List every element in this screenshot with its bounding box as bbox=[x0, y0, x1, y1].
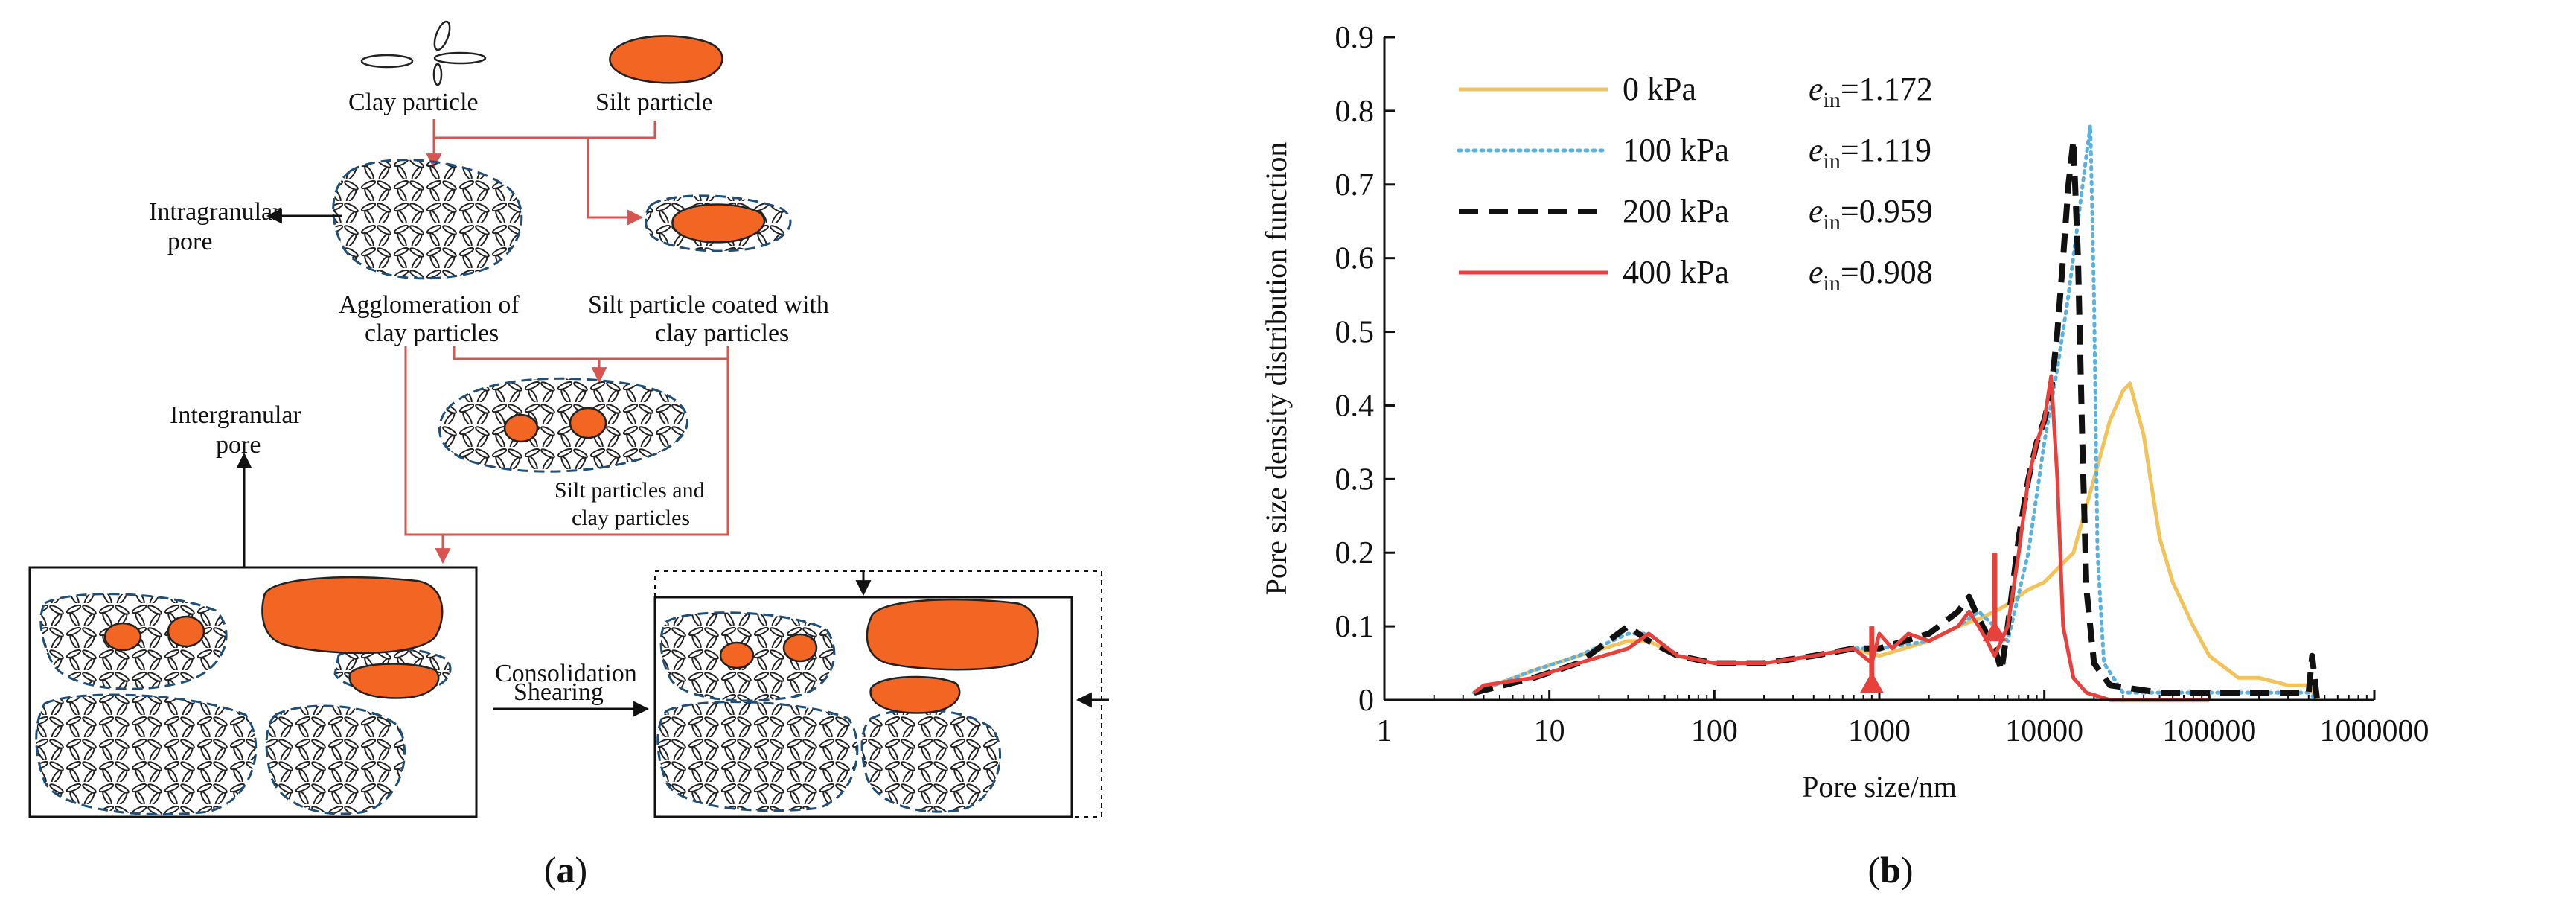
silt-particle-icon bbox=[609, 35, 723, 84]
legend-label: 400 kPa bbox=[1623, 254, 1729, 290]
silt-coated-label-2: clay particles bbox=[655, 319, 789, 347]
series-lines bbox=[1472, 124, 2321, 702]
mixed-cluster bbox=[438, 377, 688, 473]
intragranular-label-2: pore bbox=[167, 228, 212, 255]
flow-arrows-middle bbox=[404, 346, 729, 564]
x-tick-label: 10 bbox=[1534, 714, 1565, 748]
agglomeration-label-1: Agglomeration of bbox=[339, 291, 520, 319]
legend-e-value: ein=1.172 bbox=[1809, 71, 1933, 112]
y-tick-label: 0.8 bbox=[1335, 95, 1375, 129]
x-tick-label: 10000 bbox=[2005, 714, 2083, 748]
legend-e-value: ein=0.959 bbox=[1809, 193, 1933, 235]
x-tick-label: 1000000 bbox=[2320, 714, 2429, 748]
legend-e-value: ein=0.908 bbox=[1809, 254, 1933, 296]
y-tick-label: 0.7 bbox=[1335, 168, 1375, 203]
soil-box-before bbox=[28, 566, 478, 818]
intergranular-label-2: pore bbox=[216, 431, 261, 459]
y-tick-label: 0.9 bbox=[1335, 21, 1375, 55]
y-tick-label: 0 bbox=[1358, 684, 1374, 718]
y-axis-label: Pore size density distribution function bbox=[1259, 142, 1293, 596]
x-tick-label: 100 bbox=[1691, 714, 1738, 748]
clay-particle-label: Clay particle bbox=[348, 89, 479, 116]
legend-label: 200 kPa bbox=[1623, 193, 1729, 229]
series-line-400-kpa bbox=[1473, 374, 2210, 702]
silt-coated-label-1: Silt particle coated with bbox=[588, 291, 829, 319]
silt-clay-label-1: Silt particles and bbox=[554, 478, 705, 503]
series-line-100-kpa bbox=[1472, 124, 2319, 702]
x-tick-label: 100000 bbox=[2162, 714, 2256, 748]
legend-label: 100 kPa bbox=[1623, 132, 1729, 168]
y-tick-label: 0.2 bbox=[1335, 536, 1375, 570]
y-axis: 0 0.1 0.2 0.3 0.4 0.5 0.6 0.7 0.8 0.9 bbox=[1335, 21, 1395, 718]
panel-b-label: (b) bbox=[1867, 849, 1913, 891]
soil-box-after bbox=[653, 570, 1109, 818]
panel-a-label: (a) bbox=[544, 849, 587, 891]
y-tick-label: 0.3 bbox=[1335, 462, 1375, 497]
shearing-label: Shearing bbox=[514, 678, 604, 706]
panel-a-diagram: Clay particle Silt particle Intragranula… bbox=[28, 20, 1109, 891]
intragranular-label-1: Intragranular bbox=[149, 198, 281, 226]
annotation-arrows bbox=[1859, 553, 2007, 693]
annotation-arrow-head bbox=[1982, 620, 2007, 642]
x-axis: 1 10 100 1000 10000 100000 1000000 bbox=[1377, 690, 2429, 748]
y-tick-label: 0.1 bbox=[1335, 610, 1375, 644]
annotation-arrow-head bbox=[1859, 672, 1884, 693]
clay-particle-icon bbox=[360, 20, 487, 86]
pore-size-chart: 00.10.20.30.40.50.60.70.80.9 1 10 100 1000 1… bbox=[1259, 21, 2429, 891]
intergranular-label-1: Intergranular bbox=[170, 401, 302, 429]
coated-silt-particle bbox=[645, 194, 792, 252]
agglomerate-top-left bbox=[332, 159, 523, 280]
legend-label: 0 kPa bbox=[1623, 71, 1696, 107]
silt-particle-label: Silt particle bbox=[595, 89, 713, 116]
x-tick-label: 1 bbox=[1377, 714, 1393, 748]
y-tick-label: 0.4 bbox=[1335, 389, 1375, 423]
x-axis-label: Pore size/nm bbox=[1802, 770, 1957, 803]
legend-e-value: ein=1.119 bbox=[1809, 132, 1931, 174]
legend: 0 kPa ein=1.172 100 kPa ein=1.119 200 kPa ein… bbox=[1457, 71, 1933, 296]
plot-area bbox=[1384, 37, 2374, 700]
agglomeration-label-2: clay particles bbox=[365, 319, 499, 347]
y-tick-label: 0.5 bbox=[1335, 316, 1375, 350]
flow-arrows-top bbox=[426, 119, 656, 226]
y-tick-label: 0.6 bbox=[1335, 242, 1375, 276]
x-tick-label: 1000 bbox=[1848, 714, 1911, 748]
silt-clay-label-2: clay particles bbox=[572, 506, 690, 530]
consolidation-label: Consolidation bbox=[495, 660, 637, 687]
